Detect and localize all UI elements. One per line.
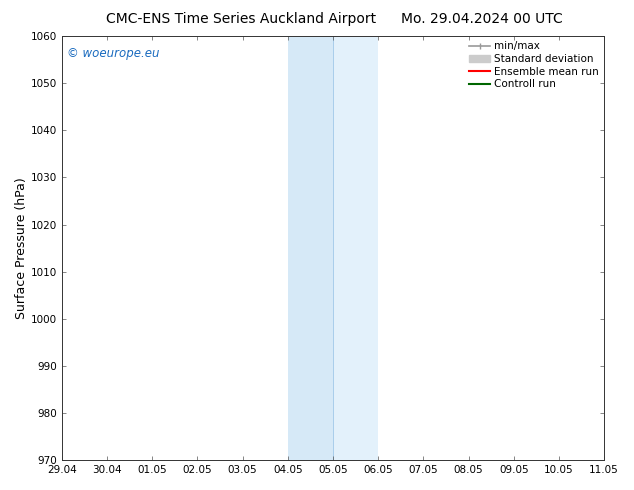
Text: Mo. 29.04.2024 00 UTC: Mo. 29.04.2024 00 UTC — [401, 12, 563, 26]
Y-axis label: Surface Pressure (hPa): Surface Pressure (hPa) — [15, 177, 28, 319]
Text: © woeurope.eu: © woeurope.eu — [67, 47, 160, 60]
Bar — [333, 36, 378, 460]
Text: CMC-ENS Time Series Auckland Airport: CMC-ENS Time Series Auckland Airport — [106, 12, 376, 26]
Legend: min/max, Standard deviation, Ensemble mean run, Controll run: min/max, Standard deviation, Ensemble me… — [466, 38, 602, 92]
Bar — [288, 36, 333, 460]
